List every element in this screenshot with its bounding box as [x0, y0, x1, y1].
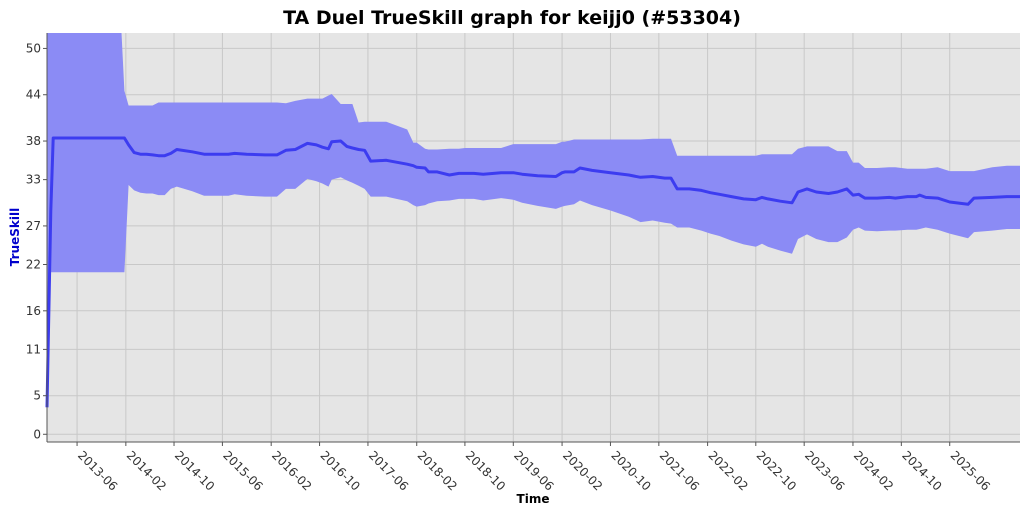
- y-tick-label: 16: [26, 304, 41, 318]
- trueskill-line: [45, 136, 1020, 408]
- y-axis-ticks: 0 5 11 16 22 27 33 38 44 50: [26, 41, 47, 441]
- y-tick-label: 0: [33, 427, 41, 441]
- y-tick-label: 33: [26, 173, 41, 187]
- y-tick-label: 50: [26, 41, 41, 55]
- y-tick-label: 5: [33, 389, 41, 403]
- chart-title: TA Duel TrueSkill graph for keijj0 (#533…: [283, 7, 741, 29]
- y-tick-label: 22: [26, 258, 41, 272]
- y-tick-label: 44: [26, 88, 41, 102]
- y-tick-label: 38: [26, 134, 41, 148]
- plot-area: [47, 33, 1020, 442]
- y-axis-label: TrueSkill: [8, 208, 22, 266]
- x-axis-label: Time: [517, 492, 550, 506]
- uncertainty-band: [47, 33, 1020, 408]
- y-tick-label: 27: [26, 219, 41, 233]
- y-tick-label: 11: [26, 342, 41, 356]
